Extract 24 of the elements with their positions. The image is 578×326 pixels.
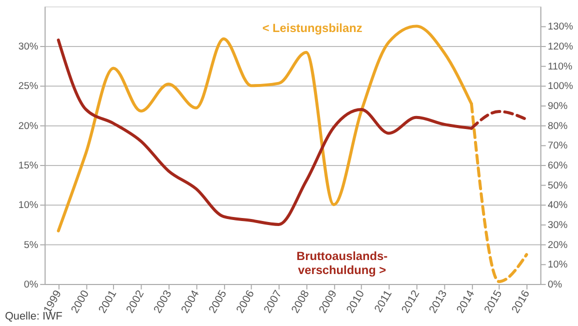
y-tick-label: 5% [24,240,38,251]
y2-tick-label: 40% [548,200,568,212]
source-note: Quelle: IWF [4,310,63,323]
y2-tick-label: 20% [548,240,568,251]
y2-tick-label: 130% [548,22,574,33]
y-tick-label: 30% [18,41,38,52]
y-tick-label: 15% [18,160,38,172]
y2-tick-label: 80% [548,120,568,132]
annotation: < Leistungsbilanz [262,21,362,36]
annotation: Bruttoauslands- verschuldung > [296,249,388,278]
y2-tick-label: 100% [548,81,574,92]
y-tick-label: 0% [24,279,38,290]
y2-tick-label: 10% [548,260,568,271]
y2-tick-label: 120% [548,41,574,52]
y2-tick-label: 110% [548,61,573,72]
y-tick-label: 10% [18,200,38,212]
y2-tick-label: 0% [548,279,562,290]
y-tick-label: 20% [18,120,38,132]
y2-tick-label: 70% [548,140,568,152]
y-tick-label: 25% [18,81,38,92]
y2-tick-label: 30% [548,220,568,231]
y2-tick-label: 60% [548,160,568,172]
y2-tick-label: 90% [548,100,568,112]
y2-tick-label: 50% [548,180,568,192]
